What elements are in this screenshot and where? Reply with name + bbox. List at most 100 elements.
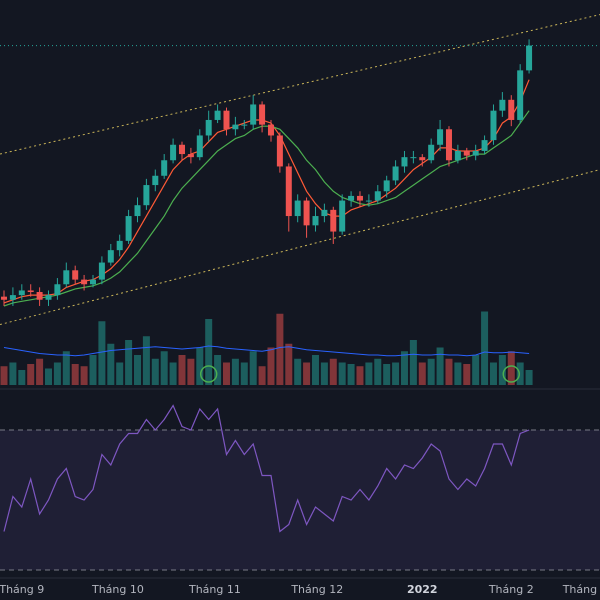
volume-bar (116, 362, 124, 385)
volume-bar (0, 366, 8, 385)
candle-body (508, 99, 515, 120)
volume-bar (454, 362, 462, 385)
candle-body (241, 124, 248, 126)
candle-body (1, 296, 8, 300)
candle-body (9, 295, 16, 300)
volume-bar (160, 351, 168, 385)
volume-bar (418, 362, 426, 385)
volume-bar (267, 347, 275, 385)
moving-average (3, 110, 530, 307)
candle-body (339, 200, 346, 232)
volume-bar (107, 343, 115, 385)
candle-body (348, 195, 355, 201)
candle-body (170, 144, 177, 161)
candle-body (276, 135, 283, 167)
volume-bar (53, 362, 61, 385)
volume-bar (196, 347, 204, 385)
candle-body (63, 270, 70, 285)
volume-bar (178, 355, 186, 385)
candle-body (410, 157, 417, 159)
volume-bar (436, 347, 444, 385)
candle-body (490, 110, 497, 141)
candle-body (161, 160, 168, 176)
x-tick-label: Tháng 2 (488, 583, 534, 596)
volume-bar (489, 362, 497, 385)
candle-body (374, 191, 381, 201)
channel-line (0, 169, 600, 326)
candle-body (499, 99, 506, 111)
volume-bar (383, 364, 391, 385)
signal-marker (502, 365, 521, 383)
volume-bar (231, 358, 239, 385)
candle-body (312, 216, 319, 226)
candle-body (517, 70, 524, 120)
candle-body (383, 180, 390, 192)
volume-bar (71, 364, 79, 385)
candle-body (463, 150, 470, 156)
x-tick-label: Tháng 3 (562, 583, 600, 596)
volume-bar (125, 340, 133, 385)
candle-body (152, 175, 159, 186)
volume-bar (472, 355, 480, 385)
volume-bar (249, 351, 257, 385)
candle-body (401, 157, 408, 167)
x-tick-label: Tháng 12 (290, 583, 343, 596)
rsi-line (3, 404, 530, 533)
candle-body (365, 200, 372, 202)
candle-body (107, 250, 114, 263)
volume-bar (338, 362, 346, 385)
volume-bar (214, 355, 222, 385)
x-tick-label: 2022 (407, 583, 438, 596)
x-tick-label: Tháng 11 (188, 583, 241, 596)
candle-body (116, 240, 123, 251)
candle-body (445, 129, 452, 161)
candle-body (45, 295, 52, 300)
volume-bar (507, 351, 515, 385)
volume-bar (294, 358, 302, 385)
candle-body (205, 119, 212, 136)
candle-body (330, 209, 337, 232)
candle-body (437, 129, 444, 145)
candle-body (392, 166, 399, 181)
volume-bar (409, 340, 417, 385)
candle-body (214, 110, 221, 120)
volume-bar (365, 362, 373, 385)
candle-body (419, 157, 426, 161)
candle-body (526, 45, 533, 71)
volume-bar (80, 366, 88, 385)
volume-bar (133, 355, 141, 385)
volume-bar (427, 358, 435, 385)
volume-bar (481, 311, 489, 385)
rsi-band (0, 430, 600, 570)
volume-bar (205, 319, 213, 385)
volume-bar (98, 321, 106, 385)
volume-bar (27, 364, 35, 385)
volume-bar (329, 358, 337, 385)
candle-body (187, 154, 194, 158)
candle-body (303, 200, 310, 226)
volume-bar (400, 351, 408, 385)
candle-body (285, 166, 292, 217)
volume-bar (89, 355, 97, 385)
candle-body (81, 279, 88, 285)
signal-marker (199, 365, 218, 383)
volume-bar (187, 358, 195, 385)
candle-body (250, 104, 257, 125)
candle-body (294, 200, 301, 217)
volume-bar (463, 364, 471, 385)
volume-bar (18, 370, 26, 385)
candle-body (356, 195, 363, 201)
volume-ma-line (3, 345, 530, 357)
candle-body (72, 270, 79, 280)
candle-body (472, 150, 479, 156)
candle-body (267, 124, 274, 136)
volume-bar (45, 368, 53, 385)
volume-bar (374, 358, 382, 385)
candle-body (232, 124, 239, 130)
volume-bar (258, 366, 266, 385)
candle-body (54, 284, 61, 296)
volume-bar (311, 355, 319, 385)
volume-bar (525, 370, 533, 385)
x-tick-label: Tháng 10 (91, 583, 144, 596)
